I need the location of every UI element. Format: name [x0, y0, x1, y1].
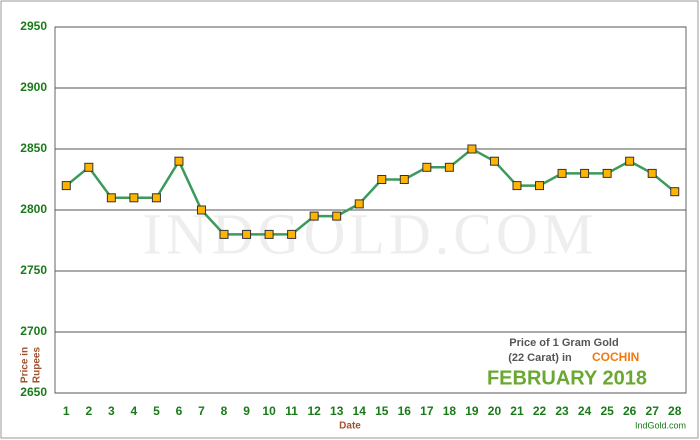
- x-tick-label: 27: [646, 404, 660, 418]
- x-tick-label: 6: [176, 404, 183, 418]
- data-point: [422, 162, 432, 172]
- x-tick-label: 10: [262, 404, 276, 418]
- x-tick-label: 21: [510, 404, 524, 418]
- y-tick-label: 2850: [20, 141, 47, 155]
- data-point: [242, 229, 252, 239]
- data-point: [625, 156, 635, 166]
- x-tick-label: 5: [153, 404, 160, 418]
- data-point: [129, 193, 139, 203]
- annotation-month: FEBRUARY 2018: [487, 367, 647, 389]
- data-point: [647, 168, 657, 178]
- x-tick-label: 2: [85, 404, 92, 418]
- data-point: [512, 181, 522, 191]
- x-axis-label: Date: [339, 421, 361, 432]
- x-tick-label: 22: [533, 404, 547, 418]
- data-point: [264, 229, 274, 239]
- x-tick-label: 19: [465, 404, 479, 418]
- x-tick-label: 4: [131, 404, 138, 418]
- data-point: [399, 175, 409, 184]
- x-tick-label: 18: [443, 404, 457, 418]
- y-tick-label: 2950: [20, 19, 47, 33]
- y-tick-label: 2650: [20, 385, 47, 399]
- data-point: [580, 168, 590, 178]
- data-point: [151, 193, 161, 203]
- data-point: [354, 199, 364, 209]
- x-tick-label: 1: [63, 404, 70, 418]
- data-point: [106, 193, 116, 203]
- x-tick-label: 13: [330, 404, 344, 418]
- y-tick-label: 2750: [20, 263, 47, 277]
- data-point: [219, 229, 229, 239]
- watermark: INDGOLD.COM: [143, 201, 598, 266]
- data-point: [196, 205, 206, 215]
- data-point: [84, 162, 94, 172]
- y-tick-label: 2800: [20, 202, 47, 216]
- x-tick-label: 24: [578, 404, 592, 418]
- annotation-city: COCHIN: [592, 350, 639, 364]
- data-point: [489, 156, 499, 166]
- y-axis-label: Rupees: [32, 347, 43, 384]
- data-point: [557, 168, 567, 178]
- data-point: [287, 229, 297, 239]
- x-tick-label: 25: [600, 404, 614, 418]
- data-line: [65, 147, 676, 236]
- data-point: [174, 156, 184, 166]
- x-tick-label: 16: [398, 404, 412, 418]
- x-tick-label: 23: [555, 404, 569, 418]
- x-tick-label: 3: [108, 404, 115, 418]
- x-tick-label: 8: [221, 404, 228, 418]
- x-tick-label: 20: [488, 404, 502, 418]
- data-point: [467, 144, 477, 154]
- data-point: [602, 168, 612, 178]
- annotation-line1: Price of 1 Gram Gold: [509, 337, 618, 349]
- x-tick-label: 11: [285, 404, 298, 418]
- y-tick-label: 2700: [20, 324, 47, 338]
- data-point: [444, 162, 454, 172]
- x-tick-label: 28: [668, 404, 682, 418]
- x-tick-label: 12: [307, 404, 321, 418]
- x-tick-label: 7: [198, 404, 205, 418]
- source: IndGold.com: [635, 420, 686, 430]
- y-axis-label: Price in: [20, 347, 31, 383]
- x-tick-label: 14: [353, 404, 367, 418]
- data-point: [332, 211, 342, 221]
- x-tick-label: 26: [623, 404, 637, 418]
- data-point: [377, 175, 387, 184]
- data-point: [535, 181, 545, 191]
- y-tick-label: 2900: [20, 80, 47, 94]
- data-point: [61, 181, 71, 191]
- annotation-line2: (22 Carat) in: [508, 352, 572, 364]
- data-point: [309, 211, 319, 221]
- x-tick-label: 17: [420, 404, 434, 418]
- data-point: [670, 187, 680, 197]
- x-tick-label: 9: [243, 404, 250, 418]
- x-tick-label: 15: [375, 404, 389, 418]
